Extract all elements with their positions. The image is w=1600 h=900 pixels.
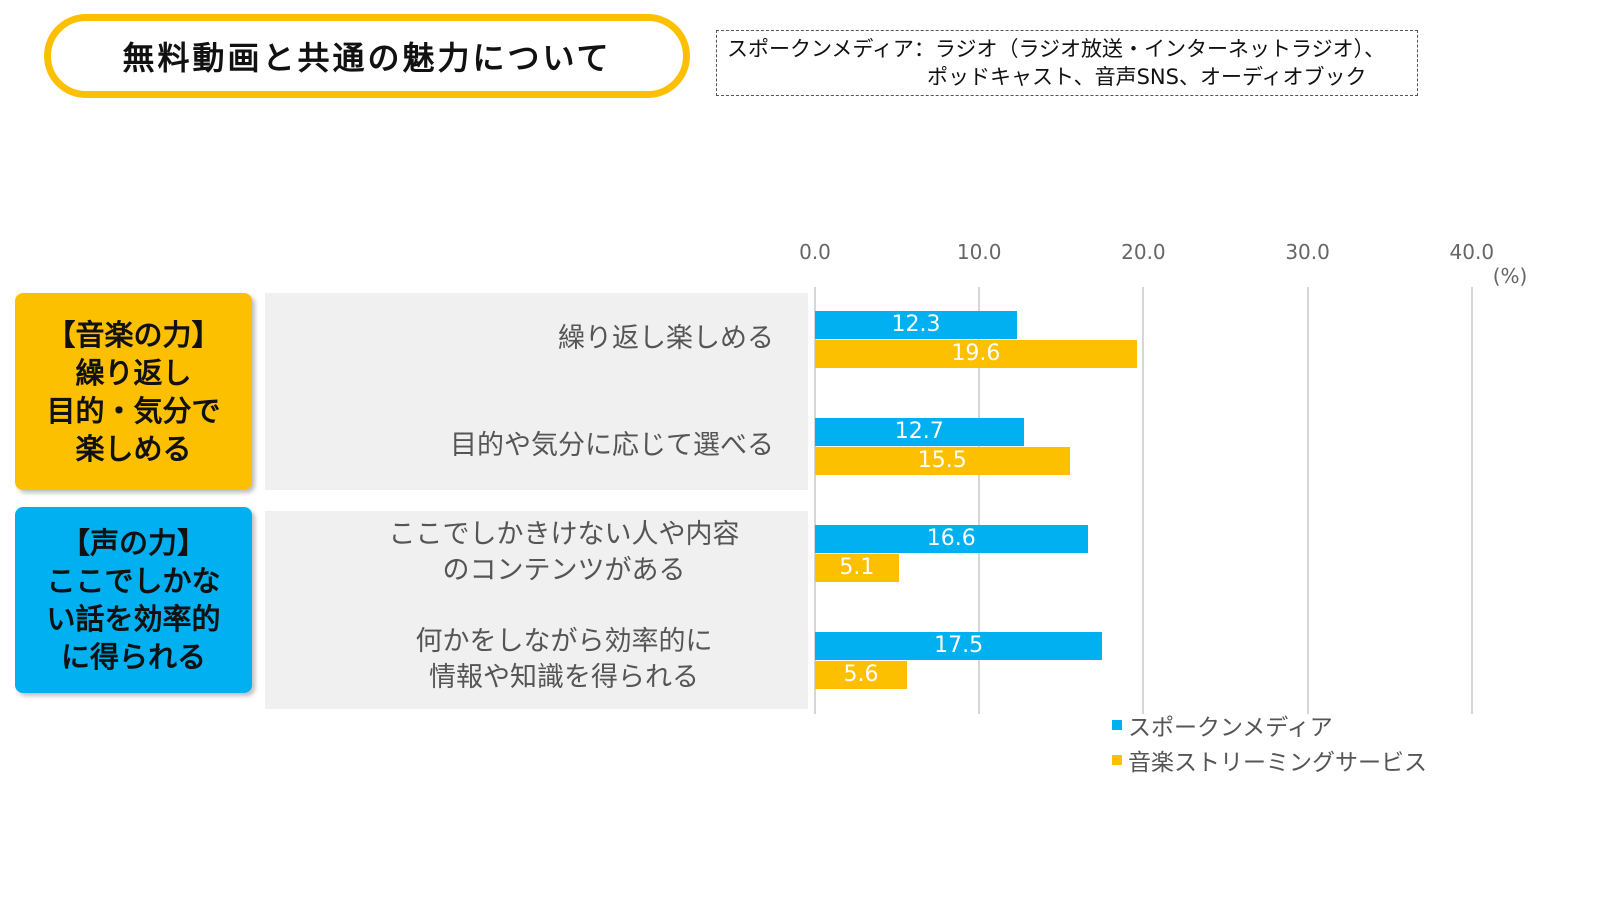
page-title: 無料動画と共通の魅力について: [44, 14, 690, 98]
gridline: [978, 287, 981, 714]
gridline: [1306, 287, 1309, 714]
bar-music: 5.1: [815, 554, 899, 582]
row-label: 目的や気分に応じて選べる: [450, 430, 774, 461]
category-music-power: 【音楽の力】 繰り返し 目的・気分で 楽しめる: [15, 293, 252, 490]
x-tick-label: 10.0: [956, 240, 1002, 264]
legend-item-spoken: スポークンメディア: [1112, 708, 1333, 742]
x-tick-label: 20.0: [1121, 240, 1166, 264]
gridline: [1142, 287, 1145, 714]
label-panel-voice: [265, 511, 808, 709]
bar-music: 15.5: [815, 447, 1070, 475]
bar-spoken: 12.3: [815, 311, 1017, 339]
legend-item-music: 音楽ストリーミングサービス: [1112, 743, 1427, 777]
unit-label: (%): [1492, 264, 1528, 288]
note-line-2: ポッドキャスト、音声SNS、オーディオブック: [927, 65, 1367, 89]
bar-spoken: 17.5: [815, 632, 1103, 660]
row-label: ここでしかきけない人や内容 のコンテンツがある: [388, 519, 740, 586]
definition-note: スポークンメディア：ラジオ（ラジオ放送・インターネットラジオ）、 ポッドキャスト…: [716, 30, 1418, 96]
x-tick-label: 0.0: [799, 240, 831, 264]
category-voice-power: 【声の力】 ここでしかな い話を効率的 に得られる: [15, 507, 252, 693]
bar-spoken: 16.6: [815, 525, 1088, 553]
bar-music: 19.6: [815, 340, 1137, 368]
label-panel-music: [265, 293, 808, 490]
bar-spoken: 12.7: [815, 418, 1024, 446]
note-line-1: スポークンメディア：ラジオ（ラジオ放送・インターネットラジオ）、: [727, 37, 1386, 61]
legend-swatch: [1112, 720, 1122, 730]
legend-swatch: [1112, 755, 1122, 765]
bar-music: 5.6: [815, 661, 907, 689]
row-label: 繰り返し楽しめる: [558, 323, 774, 354]
x-tick-label: 30.0: [1285, 240, 1330, 264]
gridline: [1470, 287, 1473, 714]
gridline: [814, 287, 816, 714]
x-tick-label: 40.0: [1449, 240, 1495, 264]
row-label: 何かをしながら効率的に 情報や知識を得られる: [415, 626, 713, 693]
